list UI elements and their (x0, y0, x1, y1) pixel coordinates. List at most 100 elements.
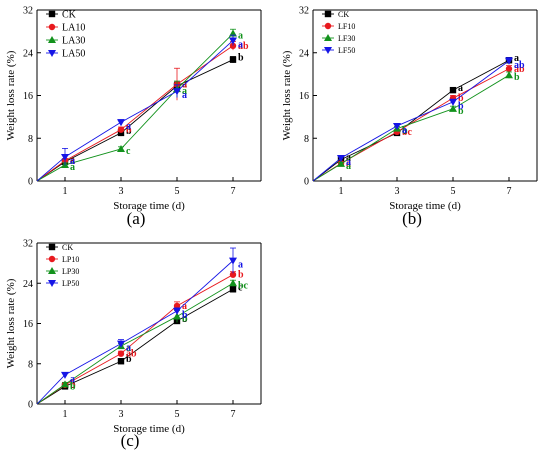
x-tick-label: 5 (175, 409, 180, 420)
data-point (117, 350, 125, 357)
significance-label: b (182, 313, 188, 324)
x-tick-label: 1 (63, 409, 68, 420)
y-tick-label: 8 (304, 134, 309, 145)
significance-label: a (346, 157, 351, 168)
significance-label: b (458, 93, 464, 104)
legend: CK LA10 LA30 LA50 (46, 10, 85, 60)
significance-label: a (238, 39, 243, 50)
legend-marker (48, 243, 56, 251)
data-point (393, 122, 401, 130)
legend-label: LA10 (62, 23, 85, 34)
y-tick-label: 32 (23, 239, 33, 250)
significance-label: c (402, 126, 407, 137)
x-tick-label: 1 (339, 186, 344, 197)
significance-label: a (70, 374, 75, 385)
significance-label: b (182, 314, 188, 325)
data-point (117, 340, 125, 348)
significance-label: a (126, 121, 131, 132)
significance-label: b (514, 72, 520, 83)
x-tick-label: 1 (63, 186, 68, 197)
significance-label: b (458, 106, 464, 117)
x-tick-label: 3 (395, 186, 400, 197)
y-axis-title: Weight loss rate (%) (281, 50, 293, 140)
significance-label: a (402, 125, 407, 136)
legend-label: CK (338, 10, 349, 19)
data-point (337, 155, 345, 163)
significance-label: bc (402, 127, 413, 138)
y-tick-label: 32 (23, 6, 33, 17)
data-point (117, 358, 125, 365)
data-point (229, 37, 237, 45)
significance-label: b (126, 354, 132, 365)
significance-label: a (346, 153, 351, 164)
significance-label: a (70, 156, 75, 167)
data-point (449, 98, 457, 106)
legend-marker (48, 280, 56, 287)
data-point (449, 86, 457, 94)
y-tick-label: 16 (23, 319, 33, 330)
x-tick-label: 3 (119, 186, 124, 197)
data-point (173, 307, 181, 315)
legend: CK LP10 LP30 LP50 (46, 243, 79, 288)
data-point (229, 257, 237, 265)
significance-label: a (182, 86, 187, 97)
data-point (229, 271, 237, 278)
significance-label: a (346, 158, 351, 169)
data-point (505, 57, 513, 65)
legend-marker (324, 10, 332, 18)
legend-label: CK (62, 10, 77, 21)
legend-label: LF10 (338, 22, 355, 31)
chart-panel-c: 0 8 16 24 32 1 3 5 7 Storage time (d) Weight loss … (5, 239, 262, 450)
significance-label: b (70, 380, 76, 391)
y-tick-label: 0 (28, 400, 33, 411)
legend-label: LP30 (62, 267, 79, 276)
y-axis-title: Weight loss rate (%) (5, 278, 17, 368)
y-tick-label: 32 (299, 6, 309, 17)
data-point (173, 88, 181, 96)
data-point (229, 56, 237, 63)
significance-label: a (238, 31, 243, 42)
x-tick-label: 7 (507, 186, 512, 197)
data-point (61, 153, 69, 161)
legend-marker (48, 36, 56, 43)
legend-label: LF50 (338, 46, 355, 55)
y-tick-label: 24 (23, 48, 33, 59)
significance-label: ab (238, 41, 249, 52)
significance-label: b (458, 101, 464, 112)
legend-label: LP10 (62, 255, 79, 264)
y-axis-title: Weight loss rate (%) (5, 50, 17, 140)
legend-marker (48, 23, 56, 31)
significance-label: a (70, 155, 75, 166)
legend-marker (48, 10, 56, 18)
significance-label: b (402, 126, 408, 137)
significance-label: a (126, 343, 131, 354)
significance-label: a (70, 156, 75, 167)
significance-label: a (514, 53, 519, 64)
significance-label: b (70, 379, 76, 390)
legend-label: CK (62, 243, 73, 252)
panel-label: (b) (402, 209, 422, 228)
data-point (173, 302, 181, 310)
significance-label: b (126, 125, 132, 136)
significance-label: ab (514, 64, 525, 75)
significance-label: a (346, 161, 351, 172)
data-point (505, 65, 513, 72)
panel-label: (c) (121, 431, 140, 450)
x-tick-label: 5 (451, 186, 456, 197)
data-point (173, 312, 181, 320)
data-point (117, 129, 125, 137)
legend-marker (48, 267, 56, 274)
significance-label: bc (238, 280, 249, 291)
data-point (117, 119, 125, 127)
y-tick-label: 16 (299, 91, 309, 102)
x-tick-label: 5 (175, 186, 180, 197)
data-point (337, 159, 345, 167)
significance-label: c (238, 282, 243, 293)
y-tick-label: 16 (23, 91, 33, 102)
significance-label: b (182, 310, 188, 321)
data-point (229, 286, 237, 293)
